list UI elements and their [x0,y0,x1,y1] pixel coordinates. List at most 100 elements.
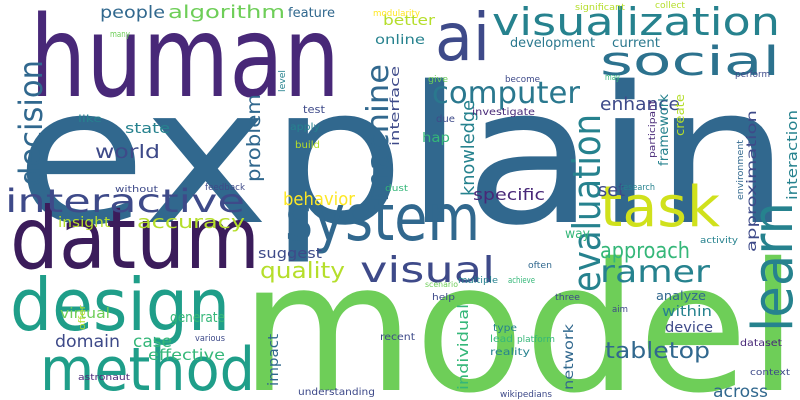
word: suggest [258,246,323,262]
word: interactive [5,182,245,220]
word: enhance [600,94,680,115]
word: framework [657,94,672,166]
word: often [528,261,552,271]
word: participant [648,99,658,158]
word: collect [655,1,685,11]
word: become [505,75,540,85]
word: design [10,263,230,347]
word: knowledge [458,100,479,196]
word: domain [55,332,120,352]
word: without [115,185,159,195]
word: may [605,73,621,83]
word: significant [575,3,625,13]
word: machine [361,64,396,202]
word: accuracy [137,212,245,233]
word: computer [432,76,581,111]
word: method [40,335,255,400]
word: evaluation [565,114,609,292]
word: quality [260,259,345,284]
word: across [713,382,768,400]
word: various [195,334,225,344]
word: astronaut [78,373,131,383]
word: give [428,75,448,85]
word: system [285,182,480,256]
word: type [493,323,517,334]
word: visualization [492,0,780,44]
word: investigate [472,107,535,118]
word: interaction [785,110,800,200]
word: dust [385,184,409,194]
word: research [620,183,655,193]
word: device [665,320,713,336]
word: learn [741,202,800,332]
word: aim [612,305,628,315]
word: virtual [60,306,110,322]
word: decision [12,60,50,186]
word: build [295,140,320,151]
word: approximation [745,110,760,252]
word: task [600,175,721,240]
word: state [125,121,170,137]
word: ai [435,0,490,76]
word: help [432,293,455,303]
word: approach [600,239,690,264]
word: test [303,103,326,116]
word: platform [517,335,555,345]
word: tabletop [605,339,710,364]
word: achieve [508,276,535,286]
word: explain [15,46,790,267]
word: world [95,141,160,163]
word: online [375,33,425,48]
word: interface [388,66,402,146]
word: current [612,36,660,51]
word: level [278,70,288,92]
word: visual [360,250,495,291]
word: perform [735,70,770,80]
word: like [78,114,102,125]
word: problem [243,94,265,182]
word: individual [456,304,472,390]
word: human [30,0,340,123]
word: multiple [458,276,498,286]
word: understanding [298,387,375,398]
word: wikipedians [500,390,552,400]
word: development [510,36,595,51]
word: network [562,323,577,390]
word: specific [473,185,545,204]
word: model [240,225,798,400]
word: feedback [205,183,246,193]
word: three [555,293,580,303]
word: set [598,180,625,201]
word: lead [490,334,513,345]
word: activity [700,236,739,246]
word: many [110,30,131,40]
word: context [750,368,791,378]
word: impact [266,333,282,386]
word: apply [290,122,320,133]
word: create [673,94,687,136]
word: dataset [740,338,782,349]
word: environment [736,140,746,200]
word: behavior [283,189,356,210]
word: feature [288,6,335,21]
word: insight [58,215,111,231]
word: modularity [373,9,421,19]
word: within [662,304,712,320]
word: recent [380,332,415,343]
word: analyze [656,289,706,303]
word: reality [490,347,530,358]
word: due [436,114,455,125]
word: ramer [600,255,711,290]
word: people [100,3,165,23]
word: algorithm [168,2,285,23]
word: offer [78,305,88,330]
word: better [383,13,435,29]
word: hap [422,131,450,146]
word: generate [170,310,225,326]
word: datum [10,189,260,289]
word: way [565,227,590,242]
word: social [600,39,780,85]
word: case [133,332,172,352]
